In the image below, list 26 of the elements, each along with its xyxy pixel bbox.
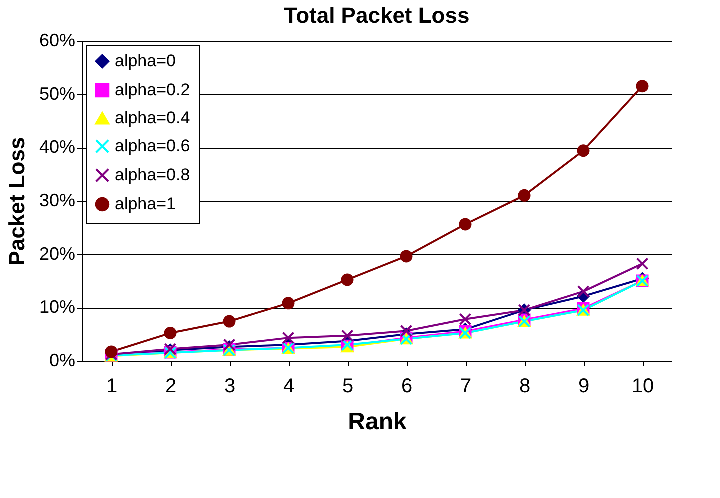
legend-label: alpha=0 (115, 52, 176, 70)
y-tick-label: 60% (39, 30, 76, 50)
legend-label: alpha=0.2 (115, 80, 190, 100)
x-tick-label: 10 (632, 376, 654, 398)
x-tick-label: 1 (106, 376, 118, 398)
y-tick-label: 40% (39, 137, 76, 158)
y-tick-label: 50% (39, 84, 76, 104)
y-tick-label: 30% (39, 190, 76, 210)
x-tick-label: 2 (165, 376, 177, 398)
x-tick-label: 9 (578, 376, 590, 398)
legend-label: alpha=0.8 (115, 166, 190, 184)
legend-label: alpha=0.6 (115, 136, 190, 156)
x-tick-label: 3 (224, 376, 236, 398)
y-tick-label: 0% (49, 350, 76, 370)
x-tick-label: 6 (401, 376, 413, 398)
y-tick-label: 20% (39, 244, 76, 264)
x-tick-label: 5 (342, 376, 354, 398)
x-tick-label: 7 (460, 376, 472, 398)
y-axis-title: Packet Loss (4, 137, 30, 266)
x-tick-label: 8 (519, 376, 531, 398)
x-tick-label: 4 (283, 376, 295, 398)
y-tick-label: 10% (39, 297, 76, 318)
x-axis-title: Rank (348, 408, 408, 436)
legend-label: alpha=1 (115, 194, 176, 214)
chart-title: Total Packet Loss (284, 3, 470, 28)
legend-label: alpha=0.4 (115, 108, 190, 128)
